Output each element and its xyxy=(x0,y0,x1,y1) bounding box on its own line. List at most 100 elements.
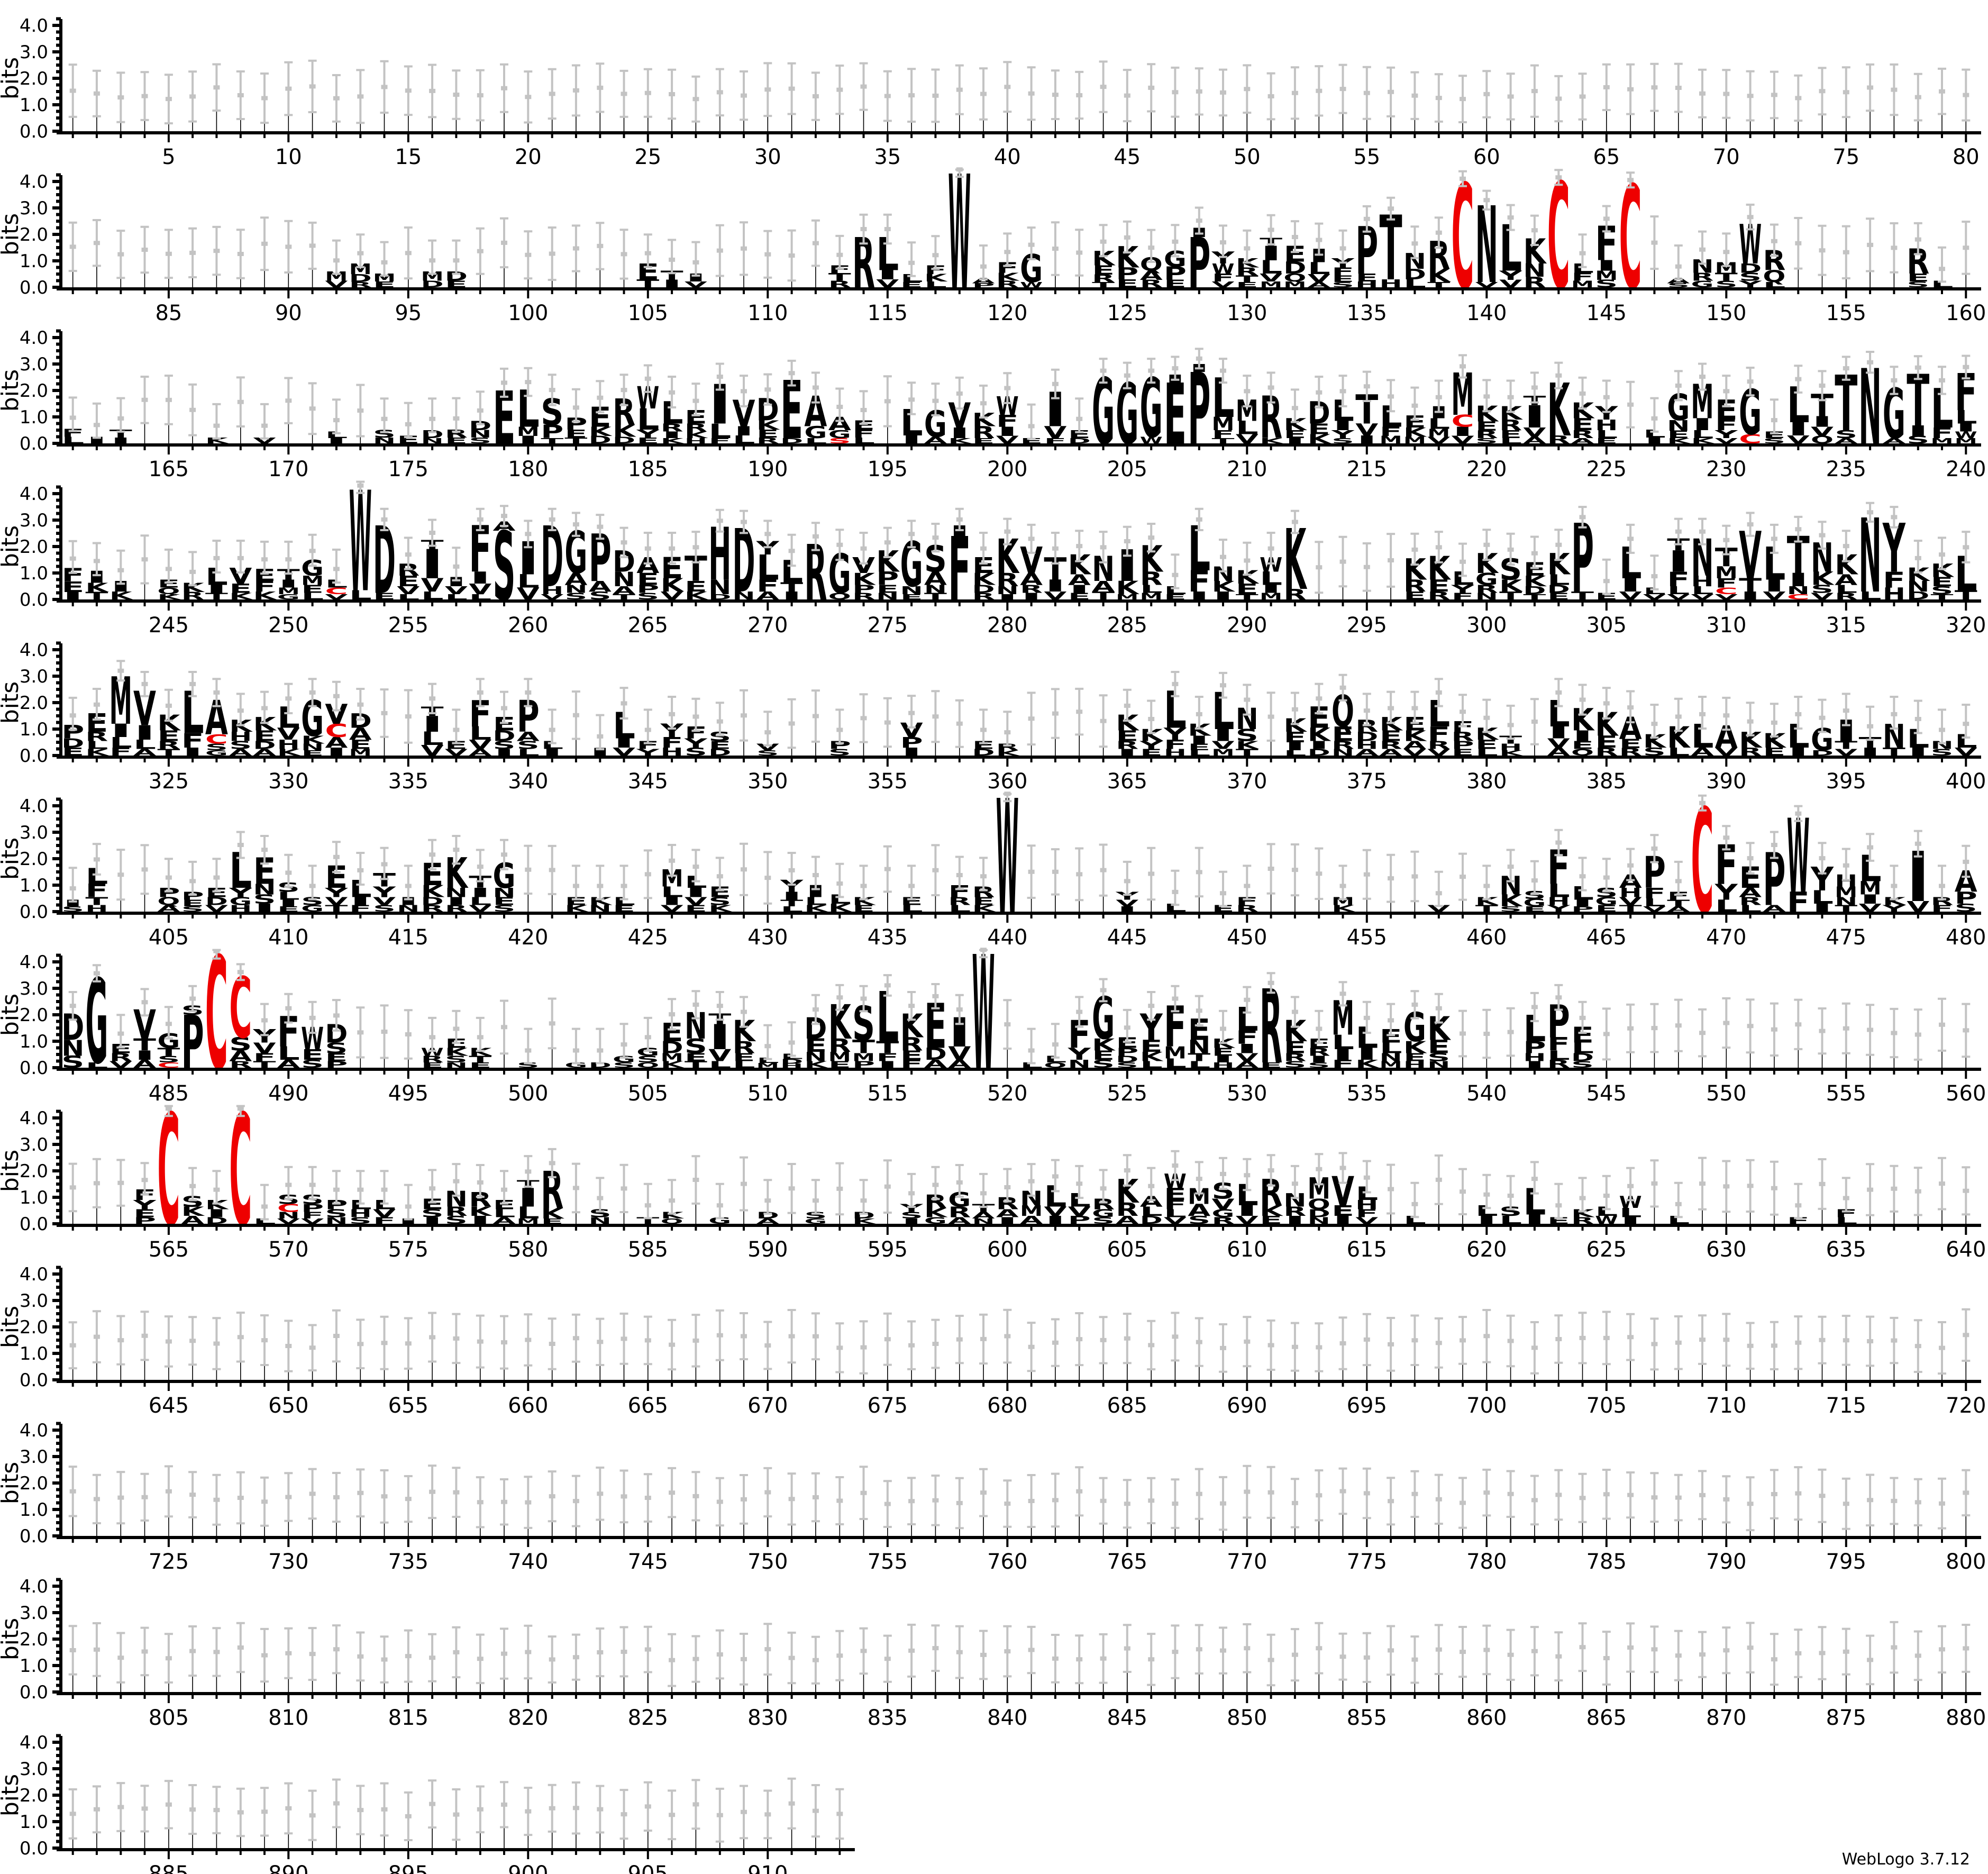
x-tick-label: 550 xyxy=(1706,1081,1746,1106)
error-bar-midpoints xyxy=(69,356,1969,429)
residue-letter: F xyxy=(1236,1027,1259,1048)
y-tick-label: 3.0 xyxy=(20,1290,48,1312)
residue-letter: S xyxy=(828,747,851,758)
residue-letter: N xyxy=(493,886,516,900)
residue-letter: Y xyxy=(133,1198,157,1213)
residue-letter: K xyxy=(1475,895,1499,908)
residue-letter: A xyxy=(181,1214,204,1226)
x-tick-label: 840 xyxy=(987,1706,1027,1730)
residue-letter: S xyxy=(1332,436,1354,445)
y-tick-label: 4.0 xyxy=(20,1108,48,1129)
x-tick-label: 5 xyxy=(162,145,175,169)
residue-letter: L xyxy=(1931,279,1954,289)
y-tick-label: 0.0 xyxy=(20,589,48,611)
residue-letter: E xyxy=(1068,591,1091,602)
x-tick-label: 705 xyxy=(1586,1394,1627,1418)
residue-letter: K xyxy=(589,424,613,439)
residue-letter: I xyxy=(469,1214,491,1226)
axes xyxy=(52,797,1981,915)
residue-letter: M xyxy=(1116,593,1138,601)
residue-letter: E xyxy=(1452,747,1474,758)
residue-letter: E xyxy=(972,436,995,445)
residue-letter: W xyxy=(421,1046,444,1059)
residue-letter: M xyxy=(1332,895,1354,908)
x-tick-label: 85 xyxy=(155,301,182,325)
x-tick-label: 825 xyxy=(628,1706,668,1730)
residue-letter: K xyxy=(1523,573,1547,590)
residue-letter: G xyxy=(1595,895,1618,908)
residue-letter: K xyxy=(1260,1203,1283,1220)
residue-letter: S xyxy=(1931,584,1954,597)
residue-letter: K xyxy=(110,589,133,602)
residue-letter: L xyxy=(421,728,444,749)
residue-letter: V xyxy=(1355,421,1378,440)
x-tick-label: 195 xyxy=(868,457,908,481)
residue-letter: E xyxy=(1260,1061,1282,1069)
x-tick-label: 55 xyxy=(1353,145,1380,169)
residue-letter: D xyxy=(1907,589,1929,602)
x-tick-label: 300 xyxy=(1466,613,1507,638)
residue-letter: A xyxy=(996,1207,1019,1220)
residue-letter: L xyxy=(1835,583,1857,596)
residue-letter: L xyxy=(1595,428,1618,441)
residue-letter: V xyxy=(1643,593,1666,601)
residue-letter: M xyxy=(1380,434,1402,445)
residue-letter: Y xyxy=(1499,268,1522,283)
residue-letter: I xyxy=(876,1059,899,1070)
x-tick-label: 410 xyxy=(268,925,308,950)
residue-letter: R xyxy=(1283,1204,1306,1219)
residue-letter: V xyxy=(373,895,396,908)
residue-letter: M xyxy=(1020,1203,1043,1220)
residue-letter: R xyxy=(181,590,204,602)
residue-letter: I xyxy=(253,902,276,914)
residue-letter: E xyxy=(373,591,396,602)
residue-letter: Q xyxy=(1308,1196,1330,1213)
residue-letter: V xyxy=(1116,898,1138,908)
x-tick-label: 800 xyxy=(1946,1550,1986,1574)
residue-letter: S xyxy=(1907,280,1929,289)
residue-letter: M xyxy=(1164,1043,1187,1062)
residue-letter: M xyxy=(1859,878,1882,899)
residue-letter: E xyxy=(804,1035,827,1056)
residue-letter: H xyxy=(277,738,300,752)
residue-letter: V xyxy=(1452,434,1474,445)
residue-letter: T xyxy=(780,898,803,908)
residue-letter: I xyxy=(1619,1215,1642,1226)
residue-letter: H xyxy=(1595,417,1618,434)
x-tick-label: 730 xyxy=(268,1550,308,1574)
residue-letter: L xyxy=(1835,1215,1857,1226)
residue-letter: E xyxy=(900,280,923,289)
x-tick-label: 155 xyxy=(1826,301,1866,325)
residue-letter: I xyxy=(445,895,468,908)
x-tick-label: 605 xyxy=(1107,1238,1147,1262)
residue-letter: A xyxy=(756,1217,779,1225)
residue-letter: A xyxy=(253,747,276,758)
x-tick-label: 90 xyxy=(275,301,302,325)
residue-letter: I xyxy=(1068,583,1091,596)
residue-letter: E xyxy=(133,1207,156,1220)
x-tick-label: 430 xyxy=(747,925,788,950)
residue-letter: E xyxy=(1236,581,1259,598)
residue-letter: E xyxy=(1140,1037,1163,1056)
residue-letter: P xyxy=(1452,739,1474,752)
residue-letter: D xyxy=(421,895,444,908)
residue-letter: V xyxy=(445,747,468,758)
residue-letter: K xyxy=(1403,425,1427,440)
residue-letter: S xyxy=(1643,745,1666,758)
residue-letter: R xyxy=(972,591,995,602)
residue-letter: E xyxy=(1164,593,1187,601)
residue-letter: S xyxy=(1571,1059,1594,1070)
residue-letter: E xyxy=(1427,577,1450,596)
residue-letter: D xyxy=(852,1210,875,1221)
residue-letter: S xyxy=(1955,902,1977,914)
residue-letter: E xyxy=(157,727,180,744)
residue-letter: T xyxy=(685,1059,707,1070)
residue-letter: Q xyxy=(1571,747,1594,758)
residue-letter: R xyxy=(445,427,468,440)
residue-letter: I xyxy=(661,895,683,908)
x-tick-label: 630 xyxy=(1706,1238,1746,1262)
x-tick-label: 270 xyxy=(747,613,788,638)
x-tick-label: 45 xyxy=(1114,145,1141,169)
residue-letter: F xyxy=(110,745,132,758)
residue-letter: V xyxy=(1499,278,1522,289)
